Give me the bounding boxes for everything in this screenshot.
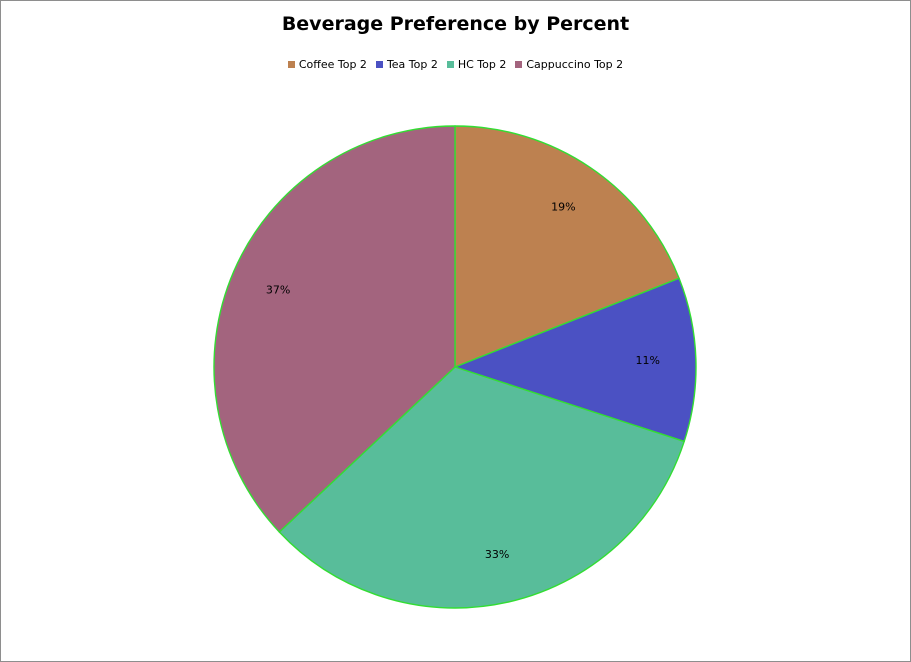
legend-label-tea: Tea Top 2 — [386, 58, 438, 71]
legend-swatch-coffee — [287, 61, 295, 68]
legend: Coffee Top 2 Tea Top 2 HC Top 2 Cappucci… — [1, 58, 910, 71]
data-label-tea: 11% — [635, 354, 659, 367]
pie-slice-cappuccino — [213, 125, 456, 533]
pie-slice-coffee — [454, 125, 680, 368]
legend-label-hc: HC Top 2 — [457, 58, 507, 71]
data-label-cappuccino: 37% — [266, 283, 290, 296]
legend-label-coffee: Coffee Top 2 — [298, 58, 367, 71]
data-label-hc: 33% — [485, 548, 509, 561]
legend-swatch-cappuccino — [515, 61, 523, 68]
legend-item-hc: HC Top 2 — [446, 58, 507, 71]
legend-item-tea: Tea Top 2 — [375, 58, 438, 71]
legend-item-cappuccino: Cappuccino Top 2 — [515, 58, 623, 71]
data-label-coffee: 19% — [551, 201, 575, 214]
pie-slice-hc — [278, 366, 685, 609]
pie-slice-tea — [454, 277, 697, 443]
legend-swatch-tea — [375, 61, 383, 68]
chart-title: Beverage Preference by Percent — [281, 13, 630, 35]
legend-swatch-hc — [446, 61, 454, 68]
legend-label-cappuccino: Cappuccino Top 2 — [526, 58, 624, 71]
legend-item-coffee: Coffee Top 2 — [287, 58, 367, 71]
